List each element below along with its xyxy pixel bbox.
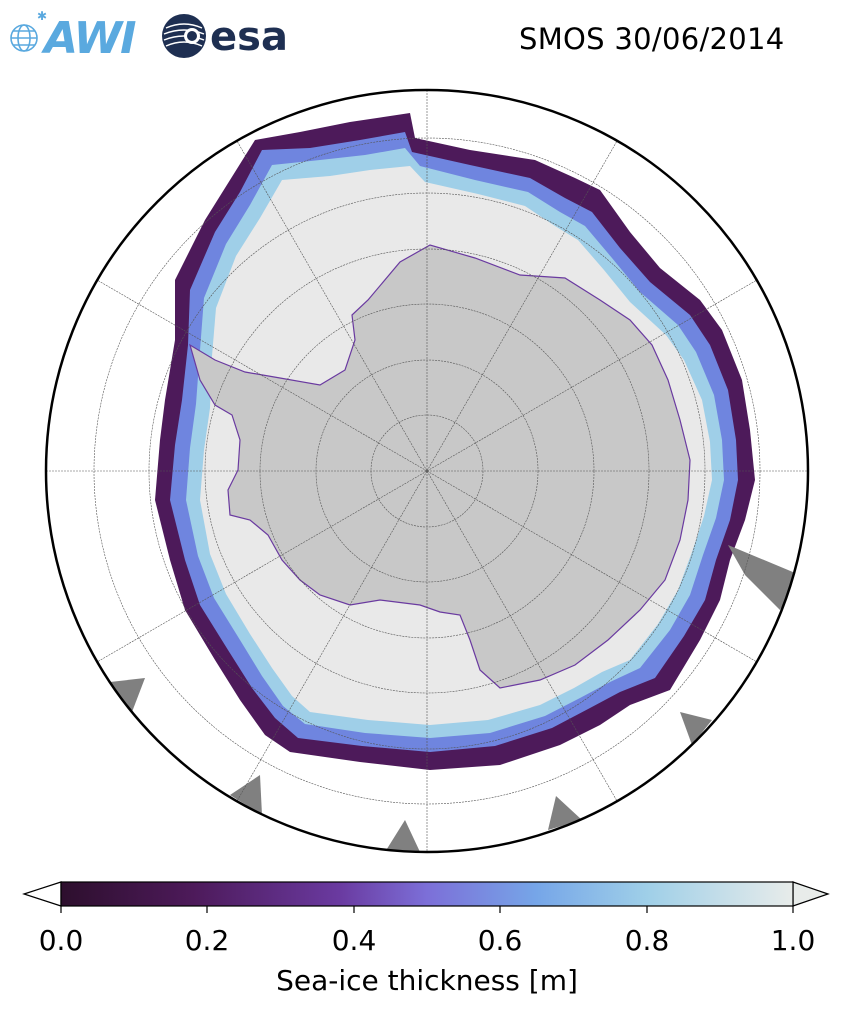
awi-logo-text: AWI	[41, 13, 136, 60]
globe-icon	[10, 24, 38, 52]
missing-data-region	[728, 545, 800, 610]
colorbar-tick-label: 0.4	[331, 924, 377, 957]
missing-data-region	[110, 678, 145, 712]
map-boundary	[44, 88, 810, 854]
esa-logo: esa	[162, 14, 288, 60]
esa-emblem-icon	[162, 14, 206, 58]
colorbar-tick-label: 0.2	[184, 924, 230, 957]
antarctica-landmass	[189, 244, 691, 689]
missing-data-region	[230, 775, 262, 815]
map-title: SMOS 30/06/2014	[519, 22, 785, 56]
colorbar-ticks	[60, 906, 794, 913]
colorbar-gradient	[60, 881, 794, 907]
star-icon: ✱	[37, 9, 47, 23]
polar-map	[44, 88, 810, 854]
colorbar-label: Sea-ice thickness [m]	[276, 964, 578, 997]
missing-data-region	[680, 712, 712, 745]
colorbar-extend-low	[22, 881, 62, 907]
esa-logo-text: esa	[210, 14, 288, 60]
colorbar-tick-label: 0.0	[38, 924, 84, 957]
colorbar-tick-label: 0.8	[624, 924, 670, 957]
colorbar	[22, 881, 830, 913]
colorbar-tick-label: 0.6	[477, 924, 523, 957]
colorbar-tick-label: 1.0	[770, 924, 816, 957]
colorbar-extend-high	[792, 881, 830, 907]
missing-data-region	[385, 820, 420, 852]
graticule	[46, 90, 808, 852]
awi-logo: ✱ AWI	[10, 9, 138, 60]
